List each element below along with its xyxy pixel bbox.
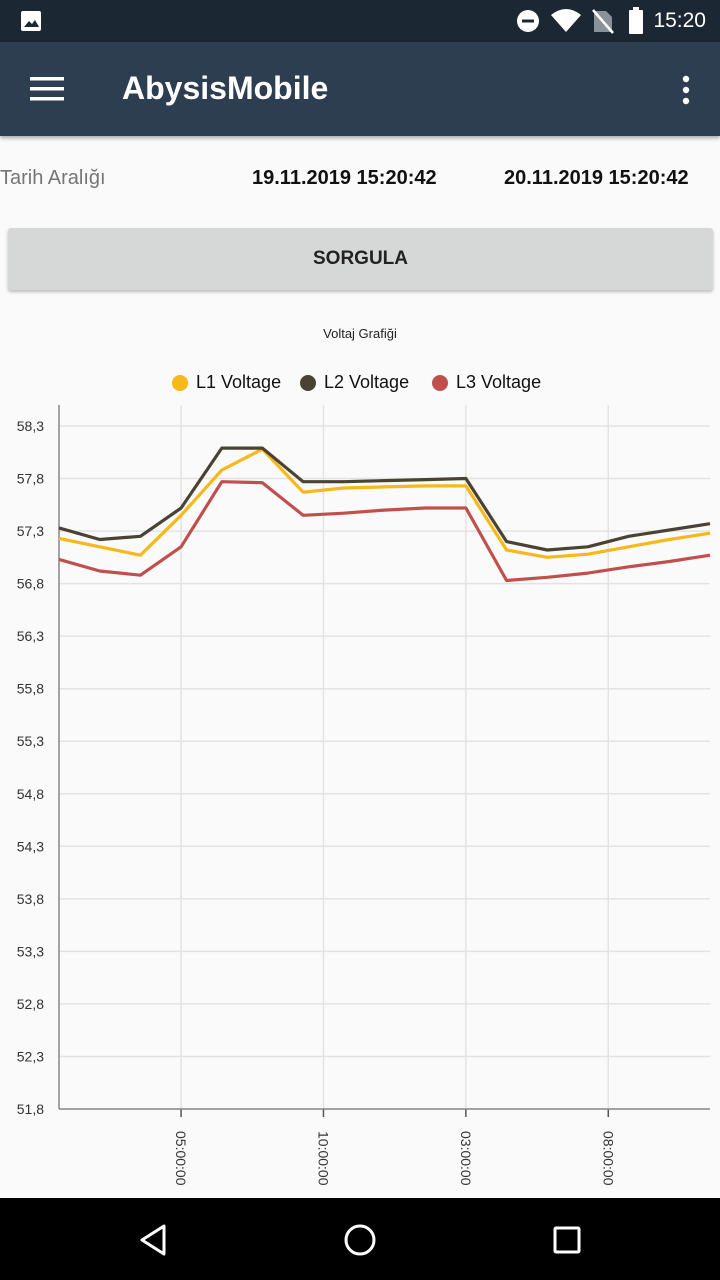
- legend-label-l1: L1 Voltage: [196, 372, 282, 392]
- legend-marker-l1: [172, 374, 188, 391]
- legend-item-l2: L2 Voltage: [300, 372, 409, 393]
- chart-title: Voltaj Grafiği: [323, 326, 397, 341]
- x-tick-label: 03:00:00: [458, 1131, 474, 1186]
- clock: 15:20: [653, 9, 706, 32]
- end-date-field[interactable]: 20.11.2019 15:20:42: [504, 167, 689, 189]
- series-line-l2: [58, 446, 711, 552]
- x-tick-label: 05:00:00: [173, 1131, 189, 1186]
- y-tick-label: 56,3: [17, 628, 44, 644]
- y-tick-label: 53,3: [17, 943, 44, 959]
- y-tick-label: 54,3: [17, 838, 44, 854]
- y-tick-label: 55,8: [17, 681, 44, 697]
- y-tick-label: 58,3: [17, 418, 44, 434]
- wifi-icon: [551, 9, 581, 32]
- recents-icon[interactable]: [545, 1218, 589, 1262]
- navigation-bar: [0, 1198, 720, 1280]
- legend-label-l2: L2 Voltage: [324, 372, 410, 392]
- x-tick-label: 10:00:00: [315, 1131, 331, 1186]
- menu-icon[interactable]: [30, 77, 64, 101]
- y-tick-label: 57,8: [17, 471, 44, 487]
- dnd-icon: [517, 10, 539, 32]
- y-tick-label: 52,8: [17, 996, 44, 1012]
- chart-legend: L1 Voltage L2 Voltage L3 Voltage: [0, 372, 720, 396]
- battery-icon: [629, 7, 643, 34]
- home-icon[interactable]: [338, 1218, 382, 1262]
- image-icon: [21, 11, 41, 31]
- y-tick-label: 52,3: [17, 1048, 44, 1064]
- legend-marker-l3: [432, 374, 448, 391]
- date-range-row: Tarih Aralığı 19.11.2019 15:20:42 20.11.…: [0, 160, 720, 196]
- series-line-l1: [58, 447, 711, 559]
- no-sim-icon: [592, 9, 614, 34]
- more-vert-icon[interactable]: [680, 75, 692, 105]
- y-tick-label: 56,8: [17, 576, 44, 592]
- y-tick-label: 57,3: [17, 523, 44, 539]
- app-title: AbysisMobile: [122, 70, 329, 106]
- legend-marker-l2: [300, 374, 316, 391]
- y-tick-label: 51,8: [17, 1101, 44, 1117]
- y-tick-label: 55,3: [17, 733, 44, 749]
- start-date-field[interactable]: 19.11.2019 15:20:42: [252, 167, 437, 189]
- series-line-l3: [58, 480, 711, 583]
- query-button[interactable]: SORGULA: [8, 228, 713, 290]
- app-bar: AbysisMobile: [0, 42, 720, 136]
- date-range-label: Tarih Aralığı: [0, 167, 106, 189]
- voltage-chart: 58,3 57,8 57,3 56,8 56,3 55,8 55,3 54,8 54,3 53,8…: [17, 405, 711, 1186]
- x-tick-label: 08:00:00: [600, 1131, 616, 1186]
- legend-label-l3: L3 Voltage: [456, 372, 542, 392]
- y-tick-label: 54,8: [17, 786, 44, 802]
- legend-item-l1: L1 Voltage: [172, 372, 281, 393]
- legend-item-l3: L3 Voltage: [432, 372, 541, 393]
- back-icon[interactable]: [132, 1218, 176, 1262]
- y-tick-label: 53,8: [17, 891, 44, 907]
- status-bar: 15:20: [0, 0, 720, 42]
